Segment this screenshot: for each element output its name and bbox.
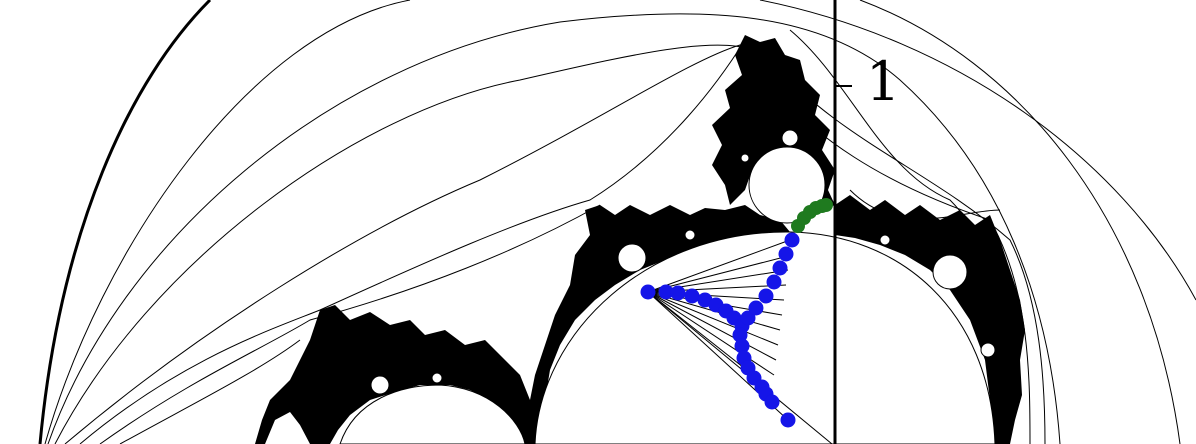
orbit-point	[670, 285, 686, 301]
level-curve	[44, 0, 411, 444]
orbit-point	[758, 288, 774, 304]
level-curve	[859, 0, 1181, 444]
fractal-band-middle	[525, 205, 790, 444]
orbit-point	[640, 284, 656, 300]
orbit-point	[772, 260, 788, 276]
orbit-point	[766, 274, 782, 290]
chord-line	[647, 291, 777, 361]
level-curve	[64, 44, 1031, 444]
small-bulb	[370, 375, 390, 395]
chord-line	[647, 291, 779, 346]
orbit-point	[740, 310, 756, 326]
level-curve	[759, 0, 1196, 301]
chord-line	[647, 239, 791, 293]
level-curve	[54, 44, 1046, 444]
level-curve	[47, 13, 1061, 444]
orbit-point	[684, 288, 700, 304]
small-bulb	[980, 342, 996, 358]
axis-tick-label: 1	[866, 50, 901, 113]
small-bulb	[431, 372, 443, 384]
small-bulb	[781, 129, 799, 147]
orbit-point	[778, 246, 794, 262]
orbit-path-primary	[640, 232, 800, 428]
upper-bulb	[748, 146, 826, 224]
chord-line	[647, 291, 833, 444]
orbit-point	[819, 198, 833, 212]
small-bulb	[740, 153, 750, 163]
level-curve	[119, 339, 301, 444]
orbit-path-secondary	[791, 198, 833, 233]
orbit-point	[784, 232, 800, 248]
orbit-point	[748, 300, 764, 316]
small-bulb	[617, 243, 647, 273]
small-bulb	[932, 254, 968, 290]
chord-line	[647, 254, 793, 293]
chord-line	[647, 291, 775, 376]
level-curves	[44, 0, 1196, 444]
fractal-band-left	[255, 305, 535, 444]
level-curve	[79, 39, 746, 444]
level-curve	[99, 204, 601, 444]
orbit-point	[734, 338, 750, 354]
fractal-band-right	[835, 195, 1025, 444]
orbit-point	[780, 412, 796, 428]
small-bulb	[879, 234, 891, 246]
orbit-point	[764, 394, 780, 410]
small-bulb	[684, 229, 696, 241]
outer-circle-arc	[38, 0, 212, 444]
lower-left-bulb	[339, 384, 526, 444]
orbit-point	[658, 284, 674, 300]
